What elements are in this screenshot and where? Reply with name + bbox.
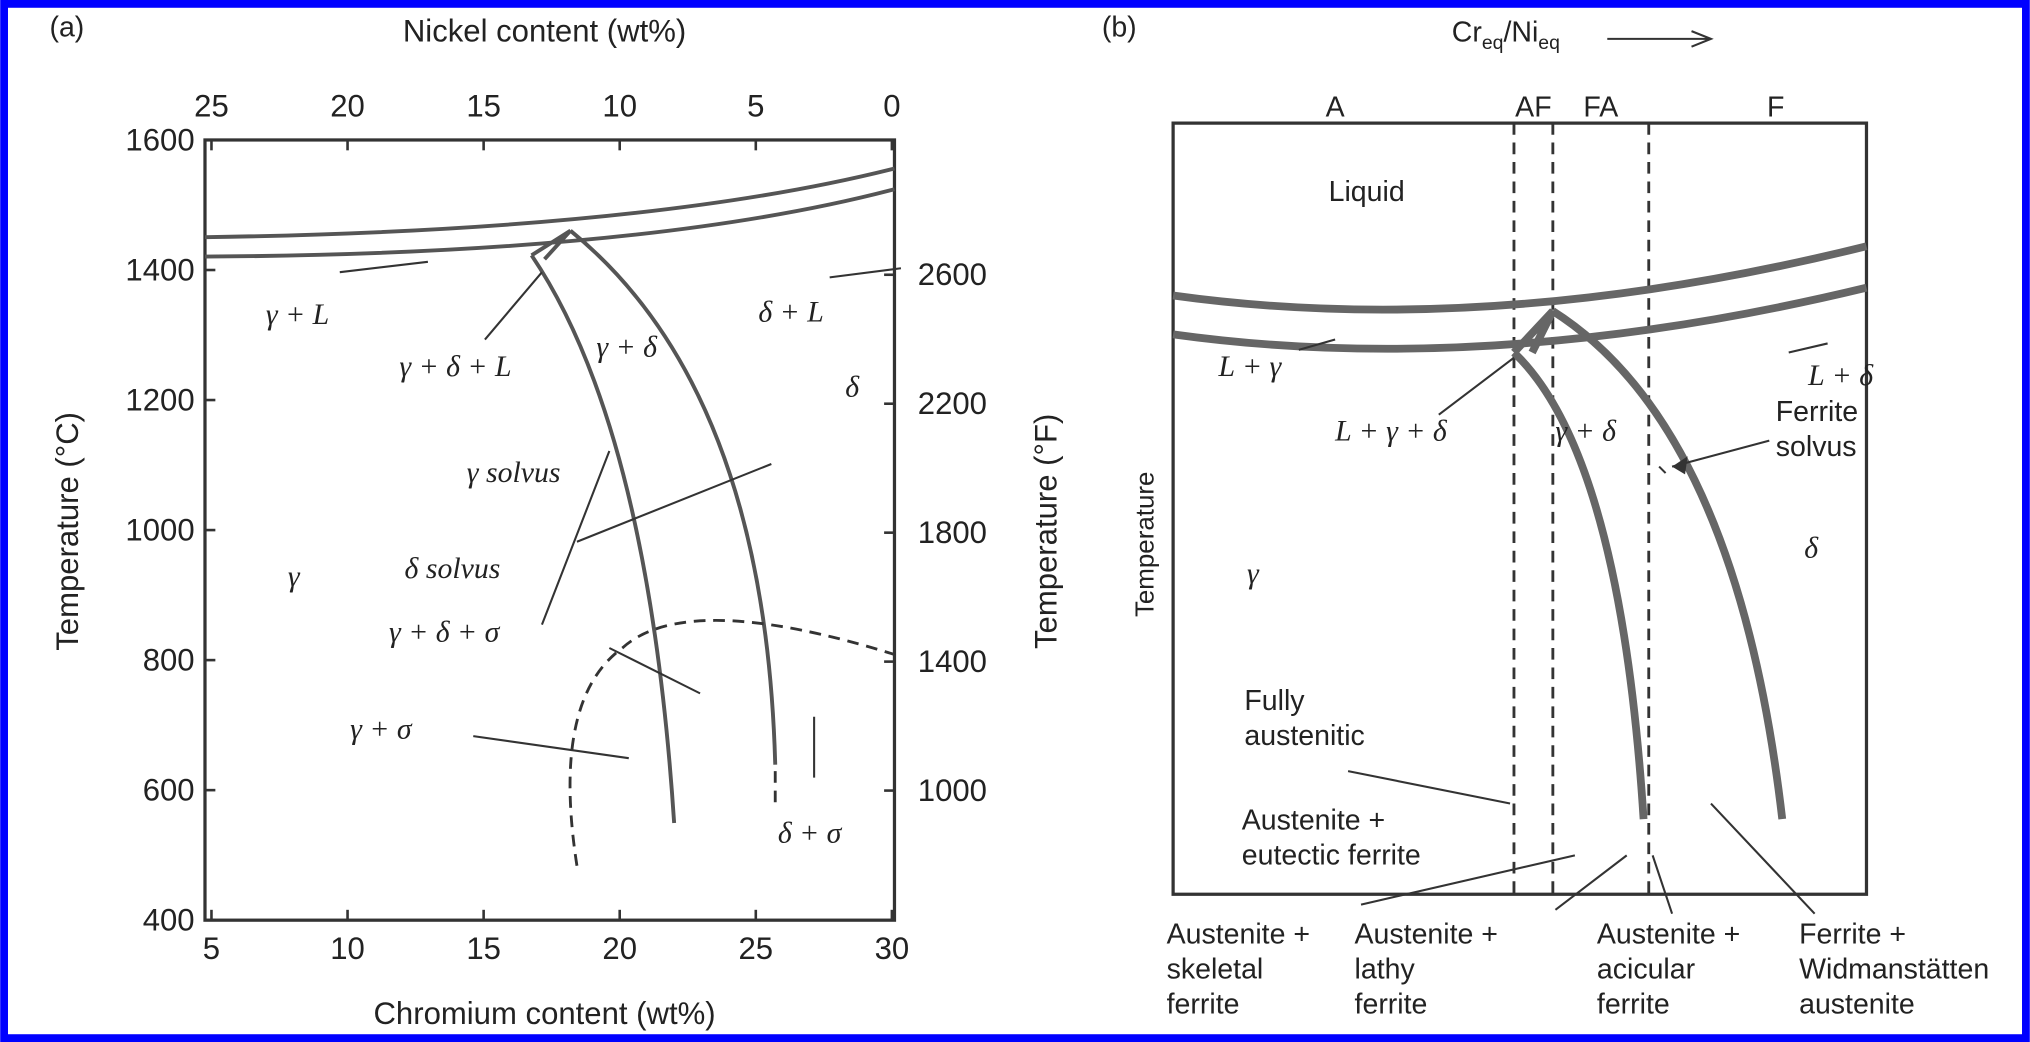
region-label: solvus bbox=[1776, 431, 1857, 463]
ratio-label: Creq/Nieq bbox=[1452, 16, 1560, 54]
ratio-part: /Ni bbox=[1503, 16, 1538, 48]
panel-label: (a) bbox=[49, 11, 84, 43]
axis-title: Temperature bbox=[1132, 472, 1160, 617]
bottom-label: skeletal bbox=[1167, 953, 1264, 985]
solidus bbox=[204, 187, 895, 259]
right-tick-label: 2200 bbox=[918, 386, 987, 421]
zone-label: AF bbox=[1515, 92, 1551, 124]
liquidus bbox=[1172, 242, 1868, 314]
gamma-boundary bbox=[1511, 349, 1648, 820]
left-tick-label: 800 bbox=[143, 642, 195, 677]
bottom-label: Ferrite + bbox=[1799, 919, 1906, 951]
region-label: γ + σ bbox=[350, 713, 413, 746]
bottom-tick-label: 15 bbox=[466, 931, 501, 966]
region-label: δ solvus bbox=[405, 552, 501, 585]
plot-box bbox=[1171, 121, 1869, 896]
bottom-label: austenite bbox=[1799, 988, 1915, 1020]
top-tick-label: 10 bbox=[602, 89, 637, 124]
top-tick-label: 25 bbox=[194, 89, 229, 124]
ratio-part: eq bbox=[1482, 32, 1504, 54]
bottom-tick-label: 30 bbox=[875, 931, 910, 966]
left-tick-label: 600 bbox=[143, 773, 195, 808]
region-label: γ + δ + L bbox=[399, 350, 511, 383]
region-label: L + γ bbox=[1217, 350, 1282, 383]
region-label: Fully bbox=[1244, 685, 1305, 717]
region-label: δ + L bbox=[758, 295, 823, 328]
panel-label: (b) bbox=[1102, 11, 1137, 43]
bottom-label: Austenite + bbox=[1597, 919, 1740, 951]
region-label: δ bbox=[1804, 531, 1819, 564]
ratio-part: Cr bbox=[1452, 16, 1483, 48]
delta-solvus bbox=[569, 229, 778, 765]
left-tick-label: 400 bbox=[143, 903, 195, 938]
region-label: γ bbox=[1247, 557, 1260, 590]
bottom-tick-label: 25 bbox=[738, 931, 773, 966]
leaders bbox=[339, 260, 902, 778]
left-tick-label: 1000 bbox=[125, 512, 194, 547]
bottom-label: Widmanstätten bbox=[1799, 953, 1989, 985]
right-tick-label: 1400 bbox=[918, 644, 987, 679]
bottom-tick-label: 20 bbox=[602, 931, 637, 966]
ferrite-solvus bbox=[1550, 307, 1787, 820]
bottom-label: acicular bbox=[1597, 953, 1696, 985]
region-label: γ + δ bbox=[1555, 415, 1617, 448]
top-tick-label: 5 bbox=[747, 89, 764, 124]
bottom-label: ferrite bbox=[1597, 988, 1670, 1020]
solidus bbox=[1172, 283, 1868, 353]
region-label: Ferrite bbox=[1776, 396, 1858, 428]
top-axis-title: Nickel content (wt%) bbox=[403, 13, 686, 48]
arrow bbox=[1607, 30, 1714, 48]
gamma-solvus bbox=[529, 254, 677, 824]
top-tick-label: 15 bbox=[466, 89, 501, 124]
panel-a: (a) Nickel content (wt%) Chromium conten… bbox=[49, 11, 1063, 1031]
region-label: L + γ + δ bbox=[1334, 415, 1448, 448]
zone-label: F bbox=[1767, 92, 1784, 124]
region-label: γ + δ bbox=[596, 330, 658, 363]
bottom-label: Austenite + bbox=[1167, 919, 1310, 951]
zone-label: A bbox=[1326, 92, 1345, 124]
triangle bbox=[530, 229, 572, 261]
bottom-tick-label: 10 bbox=[330, 931, 365, 966]
leaders bbox=[1298, 338, 1828, 915]
region-label: eutectic ferrite bbox=[1242, 839, 1421, 871]
bottom-tick-label: 5 bbox=[203, 931, 220, 966]
region-label: Austenite + bbox=[1242, 804, 1385, 836]
region-label: Liquid bbox=[1329, 176, 1405, 208]
bottom-axis-title: Chromium content (wt%) bbox=[373, 996, 715, 1031]
sigma-boundary bbox=[568, 619, 895, 866]
left-tick-label: 1600 bbox=[125, 122, 194, 157]
left-tick-label: 1400 bbox=[125, 252, 194, 287]
right-tick-label: 2600 bbox=[918, 257, 987, 292]
left-axis-title: Temperature (°C) bbox=[50, 412, 85, 651]
bottom-label: ferrite bbox=[1167, 988, 1240, 1020]
right-axis-title: Temperature (°F) bbox=[1028, 414, 1063, 649]
ratio-part: eq bbox=[1538, 32, 1560, 54]
right-tick-label: 1000 bbox=[918, 773, 987, 808]
region-label: δ + σ bbox=[778, 816, 843, 849]
region-label: γ bbox=[288, 560, 301, 593]
region-label: δ bbox=[845, 371, 860, 404]
region-label: L + δ bbox=[1807, 359, 1874, 392]
bottom-label: ferrite bbox=[1355, 988, 1428, 1020]
liquidus bbox=[204, 166, 895, 240]
region-label: γ + L bbox=[266, 298, 329, 331]
right-tick-label: 1800 bbox=[918, 515, 987, 550]
zone-boundaries bbox=[1512, 123, 1651, 895]
bottom-label: lathy bbox=[1355, 953, 1416, 985]
top-tick-label: 0 bbox=[883, 89, 900, 124]
zone-label: FA bbox=[1583, 92, 1618, 124]
region-label: γ solvus bbox=[467, 456, 561, 489]
region-label: austenitic bbox=[1244, 720, 1364, 752]
top-tick-label: 20 bbox=[330, 89, 365, 124]
panel-b: (b) Creq/Nieq Temperature A AF FA F Liqu… bbox=[1102, 11, 1989, 1020]
region-label: γ + δ + σ bbox=[389, 616, 501, 649]
arrowhead bbox=[1672, 456, 1688, 475]
left-tick-label: 1200 bbox=[125, 382, 194, 417]
bottom-label: Austenite + bbox=[1355, 919, 1498, 951]
